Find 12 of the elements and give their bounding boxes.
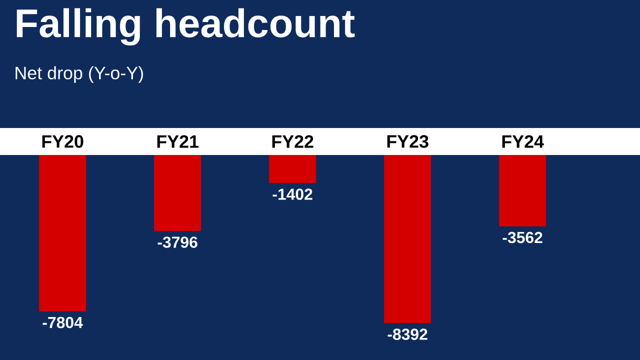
data-label: -7804 [42, 316, 83, 328]
data-label: -3562 [502, 232, 542, 244]
x-tick-label: FY20 [42, 135, 84, 148]
x-tick-label: FY22 [272, 135, 314, 148]
x-tick-label: FY24 [502, 135, 544, 148]
chart-title: Falling headcount [16, 8, 355, 46]
data-label: -1402 [272, 188, 312, 200]
data-label: -8392 [388, 328, 428, 340]
x-tick-label: FY21 [157, 135, 198, 148]
x-tick-label: FY23 [387, 135, 428, 148]
data-label: -3796 [158, 236, 198, 248]
chart-subtitle: Net drop (Y-o-Y) [16, 66, 143, 83]
